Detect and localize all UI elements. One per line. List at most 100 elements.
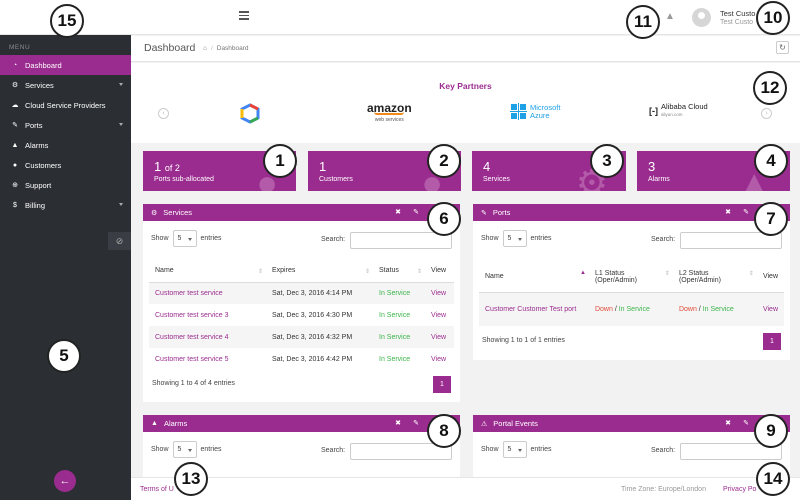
service-name-link[interactable]: Customer test service 4 bbox=[149, 326, 266, 348]
edit-icon[interactable]: ✎ bbox=[413, 420, 419, 427]
service-name-link[interactable]: Customer test service 3 bbox=[155, 311, 229, 319]
sidebar-item-alarms[interactable]: ▲ Alarms bbox=[0, 135, 131, 155]
timezone-text: Time Zone: Europe/London bbox=[621, 486, 706, 493]
close-icon[interactable]: ✖ bbox=[395, 209, 401, 216]
search-input[interactable] bbox=[350, 232, 452, 249]
carousel-next-icon[interactable]: › bbox=[761, 108, 772, 119]
sidebar-item-label: Billing bbox=[25, 200, 46, 210]
show-label: Show bbox=[481, 446, 499, 453]
services-panel-header: ⚙ Services ✖ ✎ bbox=[143, 204, 460, 221]
carousel-prev-icon[interactable]: ‹ bbox=[158, 108, 169, 119]
pagination-page-button[interactable]: 1 bbox=[433, 376, 451, 393]
sidebar-item-label: Dashboard bbox=[25, 60, 62, 70]
pagination-page-button[interactable]: 1 bbox=[763, 333, 781, 350]
sidebar-item-services[interactable]: ⚙ Services bbox=[0, 75, 131, 95]
card-label: Ports sub-allocated bbox=[154, 176, 214, 183]
search-input[interactable] bbox=[680, 443, 782, 460]
microsoft-azure-logo[interactable]: Microsoft Azure bbox=[510, 103, 560, 120]
page-length-select[interactable]: 5 bbox=[172, 441, 197, 458]
expires-cell: Sat, Dec 3, 2016 4:30 PM bbox=[272, 311, 353, 319]
edit-icon[interactable]: ✎ bbox=[743, 209, 749, 216]
sidebar-item-ports[interactable]: ✎ Ports bbox=[0, 115, 131, 135]
l1-status-cell: Down / In Service bbox=[588, 292, 673, 326]
sidebar-item-support[interactable]: ⊕ Support bbox=[0, 175, 131, 195]
sidebar-item-dashboard[interactable]: ◔ Dashboard bbox=[0, 55, 131, 75]
close-icon[interactable]: ✖ bbox=[725, 209, 731, 216]
bell-icon: ▲ bbox=[11, 141, 19, 149]
close-icon[interactable]: ✖ bbox=[395, 420, 401, 427]
footer: Terms of U Time Zone: Europe/London Priv… bbox=[131, 477, 800, 500]
view-link[interactable]: View bbox=[431, 311, 447, 319]
notifications-bell-icon[interactable]: ▲ bbox=[665, 11, 675, 22]
annotation-marker-5: 5 bbox=[47, 339, 81, 373]
edit-icon[interactable]: ✎ bbox=[743, 420, 749, 427]
annotation-marker-14: 14 bbox=[756, 462, 790, 496]
annotation-marker-4: 4 bbox=[754, 144, 788, 178]
column-header-expires[interactable]: Expires ⇕ bbox=[266, 260, 373, 283]
sidebar-item-label: Support bbox=[25, 180, 52, 190]
breadcrumb-bar: Dashboard ⌂ / Dashboard ↻ bbox=[131, 36, 800, 62]
column-header-l2-status[interactable]: L2 Status (Oper/Admin) ⇕ bbox=[672, 262, 757, 293]
privacy-link[interactable]: Privacy Po bbox=[723, 486, 757, 493]
edit-icon[interactable]: ✎ bbox=[413, 209, 419, 216]
search-input[interactable] bbox=[350, 443, 452, 460]
search-label: Search: bbox=[651, 236, 676, 243]
panel-title: Ports bbox=[492, 208, 511, 217]
aws-logo-subtext: web services bbox=[374, 117, 404, 123]
google-cloud-logo[interactable] bbox=[236, 103, 264, 125]
page-length-control: Show 5 entries bbox=[151, 230, 222, 247]
hide-eye-icon[interactable]: ⊘ bbox=[108, 232, 131, 250]
view-link[interactable]: View bbox=[425, 326, 454, 348]
column-header-status[interactable]: Status ⇕ bbox=[373, 260, 425, 283]
service-name-link[interactable]: Customer test service bbox=[149, 282, 266, 304]
cogs-icon: ⚙ bbox=[11, 82, 19, 89]
plug-icon: ✎ bbox=[12, 122, 18, 129]
status-cell: In Service bbox=[373, 282, 425, 304]
page-length-control: Show 5 entries bbox=[151, 441, 222, 458]
sidebar-item-customers[interactable]: ● Customers bbox=[0, 155, 131, 175]
card-label: Services bbox=[483, 176, 510, 183]
page-length-select[interactable]: 5 bbox=[502, 441, 527, 458]
entries-label: entries bbox=[530, 446, 552, 453]
table-row: Customer test service Sat, Dec 3, 2016 4… bbox=[149, 282, 454, 304]
sidebar-item-cloud-service-providers[interactable]: ☁ Cloud Service Providers bbox=[0, 95, 131, 115]
sidebar-item-billing[interactable]: $ Billing bbox=[0, 195, 131, 215]
table-row: Customer test service 4 Sat, Dec 3, 2016… bbox=[149, 326, 454, 348]
breadcrumb-current: Dashboard bbox=[216, 45, 249, 52]
search-input[interactable] bbox=[680, 232, 782, 249]
amazon-web-services-logo[interactable]: amazon web services bbox=[367, 102, 412, 125]
alibaba-cloud-logo[interactable]: [-] Alibaba Cloud aliyun.com bbox=[649, 102, 708, 118]
view-link[interactable]: View bbox=[756, 292, 784, 326]
avatar[interactable] bbox=[692, 8, 711, 27]
ports-panel-header: ✎ Ports ✖ ✎ bbox=[473, 204, 790, 221]
annotation-marker-15: 15 bbox=[50, 4, 84, 38]
page-length-select[interactable]: 5 bbox=[172, 230, 197, 247]
entries-label: entries bbox=[200, 446, 222, 453]
bell-icon: ▲ bbox=[151, 420, 158, 427]
service-name-link[interactable]: Customer test service 5 bbox=[155, 355, 229, 363]
annotation-marker-2: 2 bbox=[427, 144, 461, 178]
key-partners-title: Key Partners bbox=[439, 81, 492, 91]
expires-cell: Sat, Dec 3, 2016 4:42 PM bbox=[272, 355, 353, 363]
hamburger-menu-icon[interactable] bbox=[239, 11, 249, 21]
column-header-l1-status[interactable]: L1 Status (Oper/Admin) ⇕ bbox=[588, 262, 673, 293]
view-link[interactable]: View bbox=[425, 282, 454, 304]
user-icon: ● bbox=[12, 161, 18, 169]
page-length-select[interactable]: 5 bbox=[502, 230, 527, 247]
terms-link[interactable]: Terms of U bbox=[140, 486, 174, 493]
entries-label: entries bbox=[200, 235, 222, 242]
annotation-marker-12: 12 bbox=[753, 71, 787, 105]
user-name[interactable]: Test Custo bbox=[720, 9, 756, 18]
show-label: Show bbox=[151, 446, 169, 453]
l2-status-cell: Down / In Service bbox=[672, 292, 757, 326]
column-header-name[interactable]: Name ⇕ bbox=[149, 260, 266, 283]
table-row: Customer test service 5 Sat, Dec 3, 2016… bbox=[149, 348, 454, 370]
home-icon[interactable]: ⌂ bbox=[203, 45, 207, 52]
collapse-sidebar-button[interactable]: ← bbox=[54, 470, 76, 492]
close-icon[interactable]: ✖ bbox=[725, 420, 731, 427]
column-header-name[interactable]: Name ▲ bbox=[479, 262, 589, 293]
port-name-link[interactable]: Customer Customer Test port bbox=[479, 292, 589, 326]
view-link[interactable]: View bbox=[431, 355, 447, 363]
annotation-marker-7: 7 bbox=[754, 202, 788, 236]
refresh-button[interactable]: ↻ bbox=[776, 41, 789, 54]
